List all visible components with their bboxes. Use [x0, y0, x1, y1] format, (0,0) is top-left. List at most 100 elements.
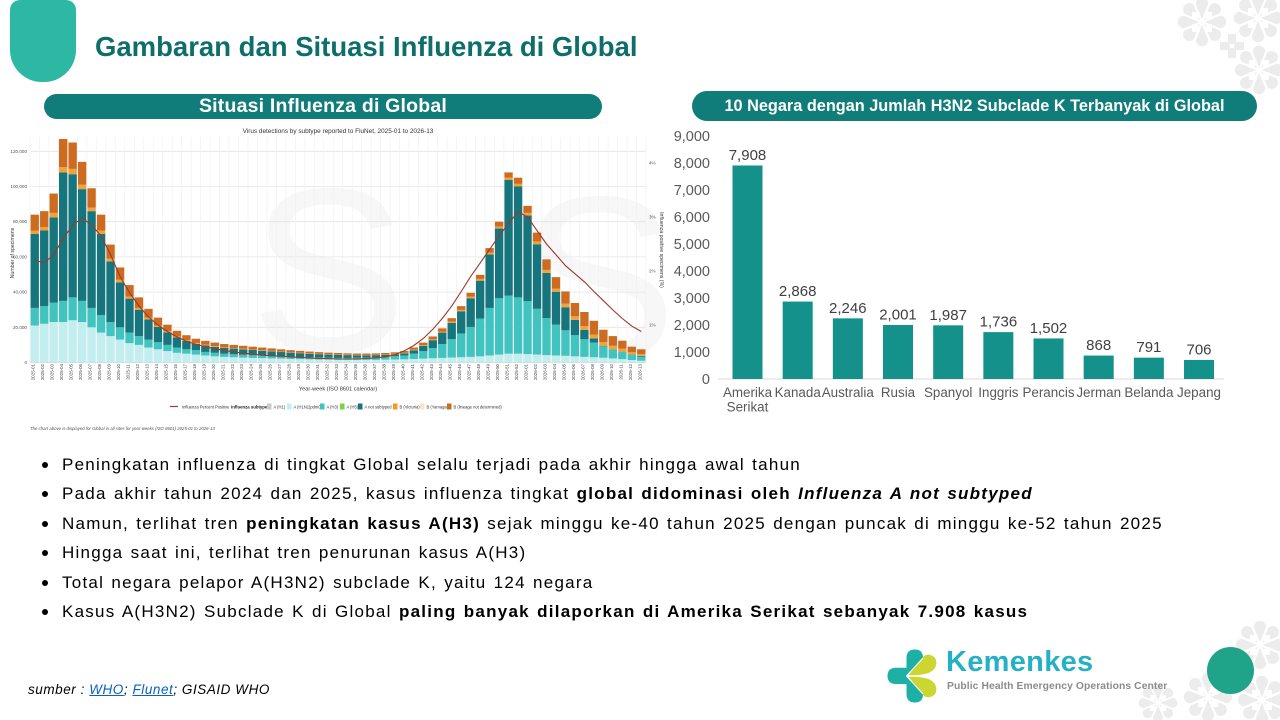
svg-text:2025-23: 2025-23 [239, 363, 244, 380]
svg-text:2,001: 2,001 [879, 307, 917, 324]
svg-text:1,736: 1,736 [980, 314, 1018, 331]
svg-text:868: 868 [1086, 337, 1111, 354]
svg-text:Belanda: Belanda [1124, 385, 1174, 400]
svg-text:2026-10: 2026-10 [609, 363, 614, 380]
svg-text:1,987: 1,987 [929, 307, 967, 324]
svg-text:2025-42: 2025-42 [419, 363, 424, 380]
svg-text:2025-50: 2025-50 [495, 363, 500, 380]
svg-text:2025-27: 2025-27 [277, 363, 282, 380]
svg-text:4,000: 4,000 [674, 264, 710, 280]
svg-text:100,000: 100,000 [10, 184, 27, 189]
svg-text:2025-35: 2025-35 [353, 363, 358, 380]
svg-text:2026-08: 2026-08 [590, 363, 595, 380]
svg-text:2026-07: 2026-07 [580, 363, 585, 380]
svg-text:1,000: 1,000 [674, 345, 710, 361]
svg-text:2026-09: 2026-09 [599, 363, 604, 380]
svg-text:A (H5): A (H5) [347, 404, 359, 409]
svg-text:The chart above is displayed f: The chart above is displayed for Global … [30, 426, 215, 431]
svg-text:Spanyol: Spanyol [924, 385, 972, 400]
svg-text:2025-43: 2025-43 [429, 363, 434, 380]
svg-text:Rusia: Rusia [881, 385, 916, 400]
svg-text:2025-22: 2025-22 [230, 363, 235, 380]
svg-text:2025-41: 2025-41 [410, 363, 415, 380]
svg-text:A (H3): A (H3) [327, 404, 339, 409]
svg-text:Amerika: Amerika [723, 385, 773, 400]
svg-text:8,000: 8,000 [674, 156, 710, 172]
svg-text:0: 0 [702, 372, 710, 388]
svg-text:Influenza subtype: Influenza subtype [231, 404, 268, 409]
svg-text:2026-12: 2026-12 [628, 363, 633, 380]
svg-text:2,246: 2,246 [829, 300, 867, 317]
svg-text:80,000: 80,000 [13, 219, 27, 224]
svg-text:20,000: 20,000 [13, 325, 27, 330]
svg-text:2025-01: 2025-01 [31, 363, 36, 380]
svg-text:2025-11: 2025-11 [126, 363, 131, 379]
svg-text:2026-03: 2026-03 [543, 363, 548, 380]
svg-text:2026-11: 2026-11 [618, 363, 623, 379]
svg-text:0: 0 [24, 360, 27, 365]
svg-text:2025-33: 2025-33 [334, 363, 339, 380]
svg-text:2025-09: 2025-09 [107, 363, 112, 380]
svg-text:2025-20: 2025-20 [211, 363, 216, 380]
svg-text:2025-13: 2025-13 [145, 363, 150, 380]
svg-text:2025-07: 2025-07 [88, 363, 93, 380]
svg-text:Kanada: Kanada [775, 385, 822, 400]
svg-text:1,502: 1,502 [1030, 320, 1068, 337]
svg-text:2025-10: 2025-10 [116, 363, 121, 380]
svg-text:2%: 2% [649, 269, 656, 274]
svg-text:3,000: 3,000 [674, 291, 710, 307]
svg-text:A (H1): A (H1) [274, 404, 286, 409]
svg-text:2025-04: 2025-04 [59, 363, 64, 380]
svg-text:2025-31: 2025-31 [315, 363, 320, 380]
svg-text:5,000: 5,000 [674, 237, 710, 253]
svg-text:2025-25: 2025-25 [258, 363, 263, 380]
svg-text:Number of specimens: Number of specimens [10, 227, 16, 278]
svg-text:3%: 3% [649, 215, 656, 220]
svg-text:2025-15: 2025-15 [163, 363, 168, 380]
svg-text:2025-28: 2025-28 [287, 363, 292, 380]
svg-text:2025-21: 2025-21 [220, 363, 225, 380]
svg-text:2025-37: 2025-37 [372, 363, 377, 380]
svg-text:2025-48: 2025-48 [476, 363, 481, 380]
svg-text:2025-08: 2025-08 [97, 363, 102, 380]
svg-text:Influenza positive specimens (: Influenza positive specimens (%) [658, 212, 664, 288]
svg-text:2025-32: 2025-32 [325, 363, 330, 380]
svg-text:2,000: 2,000 [674, 318, 710, 334]
svg-text:Jerman: Jerman [1076, 385, 1121, 400]
svg-text:2026-02: 2026-02 [533, 363, 538, 380]
svg-text:2025-29: 2025-29 [296, 363, 301, 380]
svg-text:2025-06: 2025-06 [78, 363, 83, 380]
svg-text:2026-01: 2026-01 [524, 363, 529, 380]
svg-text:2026-06: 2026-06 [571, 363, 576, 380]
svg-text:2025-45: 2025-45 [448, 363, 453, 380]
svg-text:791: 791 [1136, 339, 1161, 356]
svg-text:2025-16: 2025-16 [173, 363, 178, 380]
svg-text:2025-47: 2025-47 [467, 363, 472, 380]
svg-text:2026-04: 2026-04 [552, 363, 557, 380]
svg-text:Serikat: Serikat [727, 400, 769, 415]
svg-text:Australia: Australia [822, 385, 875, 400]
svg-text:2025-30: 2025-30 [306, 363, 311, 380]
svg-text:2025-17: 2025-17 [182, 363, 187, 380]
svg-text:7,908: 7,908 [729, 147, 767, 164]
svg-text:2025-24: 2025-24 [249, 363, 254, 380]
svg-text:A (H1N1)pdm09: A (H1N1)pdm09 [294, 404, 324, 409]
svg-text:B (Yamagata): B (Yamagata) [427, 404, 453, 409]
svg-text:2025-05: 2025-05 [69, 363, 74, 380]
svg-text:1%: 1% [649, 323, 656, 328]
svg-text:2025-12: 2025-12 [135, 363, 140, 380]
svg-text:2025-19: 2025-19 [201, 363, 206, 380]
svg-text:Perancis: Perancis [1022, 385, 1074, 400]
svg-text:B (Victoria): B (Victoria) [400, 404, 421, 409]
svg-text:120,000: 120,000 [10, 149, 27, 154]
svg-text:2025-39: 2025-39 [391, 363, 396, 380]
svg-text:2025-34: 2025-34 [344, 363, 349, 380]
svg-text:Jepang: Jepang [1177, 385, 1221, 400]
svg-text:2025-14: 2025-14 [154, 363, 159, 380]
svg-text:2,868: 2,868 [779, 283, 817, 300]
svg-text:2025-51: 2025-51 [505, 363, 510, 380]
svg-text:2025-40: 2025-40 [400, 363, 405, 380]
svg-text:4%: 4% [649, 161, 656, 166]
svg-text:2026-05: 2026-05 [561, 363, 566, 380]
svg-text:40,000: 40,000 [13, 290, 27, 295]
